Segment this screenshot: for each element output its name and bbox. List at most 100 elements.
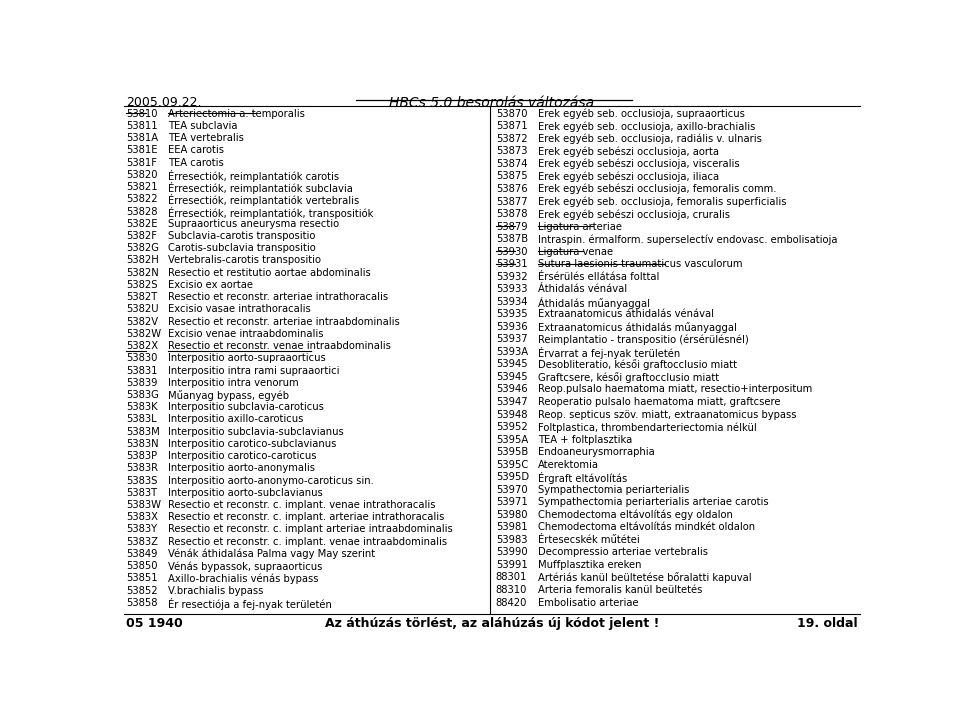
Text: Muffplasztika ereken: Muffplasztika ereken — [538, 560, 641, 570]
Text: Desobliteratio, késői graftocclusio miatt: Desobliteratio, késői graftocclusio miat… — [538, 359, 736, 371]
Text: Excisio ex aortae: Excisio ex aortae — [168, 280, 253, 290]
Text: Interpositio carotico-caroticus: Interpositio carotico-caroticus — [168, 451, 317, 461]
Text: Resectio et restitutio aortae abdominalis: Resectio et restitutio aortae abdominali… — [168, 268, 371, 278]
Text: Sympathectomia periarterialis arteriae carotis: Sympathectomia periarterialis arteriae c… — [538, 497, 768, 507]
Text: Subclavia-carotis transpositio: Subclavia-carotis transpositio — [168, 231, 316, 241]
Text: Endoaneurysmorraphia: Endoaneurysmorraphia — [538, 447, 655, 457]
Text: Érresectiók, reimplantatiók subclavia: Érresectiók, reimplantatiók subclavia — [168, 182, 353, 194]
Text: 53945: 53945 — [496, 359, 527, 369]
Text: Resectio et reconstr. c. implant. arteriae intrathoracalis: Resectio et reconstr. c. implant. arteri… — [168, 512, 444, 522]
Text: 53931: 53931 — [496, 259, 527, 269]
Text: 5387B: 5387B — [496, 234, 528, 244]
Text: 53932: 53932 — [496, 272, 527, 282]
Text: Erek egyéb seb. occlusioja, axillo-brachialis: Erek egyéb seb. occlusioja, axillo-brach… — [538, 121, 756, 132]
Text: 5382W: 5382W — [126, 329, 161, 339]
Text: 53810: 53810 — [126, 109, 157, 119]
Text: Reop.pulsalo haematoma miatt, resectio+interpositum: Reop.pulsalo haematoma miatt, resectio+i… — [538, 384, 812, 394]
Text: Foltplastica, thrombendarteriectomia nélkül: Foltplastica, thrombendarteriectomia nél… — [538, 422, 756, 433]
Text: 5383R: 5383R — [126, 463, 158, 473]
Text: 53947: 53947 — [496, 397, 527, 407]
Text: 53849: 53849 — [126, 549, 157, 559]
Text: 5382H: 5382H — [126, 256, 159, 266]
Text: Sympathectomia periarterialis: Sympathectomia periarterialis — [538, 485, 689, 495]
Text: Érresectiók, reimplantatiók, transpositiók: Érresectiók, reimplantatiók, transpositi… — [168, 206, 373, 218]
Text: Interpositio aorto-anonymalis: Interpositio aorto-anonymalis — [168, 463, 315, 473]
Text: Erek egyéb seb. occlusioja, supraaorticus: Erek egyéb seb. occlusioja, supraaorticu… — [538, 109, 745, 119]
Text: 53850: 53850 — [126, 561, 157, 571]
Text: Arteria femoralis kanül beültetés: Arteria femoralis kanül beültetés — [538, 585, 702, 595]
Text: 53852: 53852 — [126, 585, 157, 595]
Text: 53879: 53879 — [496, 221, 527, 231]
Text: Interpositio subclavia-caroticus: Interpositio subclavia-caroticus — [168, 402, 324, 412]
Text: 53851: 53851 — [126, 573, 157, 583]
Text: 53948: 53948 — [496, 410, 527, 420]
Text: EEA carotis: EEA carotis — [168, 146, 224, 156]
Text: Resectio et reconstr. arteriae intraabdominalis: Resectio et reconstr. arteriae intraabdo… — [168, 316, 399, 326]
Text: 5382X: 5382X — [126, 341, 158, 351]
Text: Graftcsere, késői graftocclusio miatt: Graftcsere, késői graftocclusio miatt — [538, 372, 719, 383]
Text: 53937: 53937 — [496, 334, 527, 344]
Text: 53873: 53873 — [496, 146, 527, 156]
Text: 53936: 53936 — [496, 322, 527, 332]
Text: 53935: 53935 — [496, 309, 527, 319]
Text: Vénás bypassok, supraaorticus: Vénás bypassok, supraaorticus — [168, 561, 323, 572]
Text: Interpositio intra rami supraaortici: Interpositio intra rami supraaortici — [168, 366, 340, 376]
Text: 5383L: 5383L — [126, 414, 156, 424]
Text: Értesecskék műtétei: Értesecskék műtétei — [538, 535, 639, 545]
Text: 19. oldal: 19. oldal — [797, 617, 858, 630]
Text: 5382T: 5382T — [126, 292, 157, 302]
Text: 05 1940: 05 1940 — [126, 617, 183, 630]
Text: Artériás kanül beültetése bőralatti kapuval: Artériás kanül beültetése bőralatti kapu… — [538, 573, 752, 583]
Text: 53934: 53934 — [496, 297, 527, 307]
Text: TEA + foltplasztika: TEA + foltplasztika — [538, 435, 632, 445]
Text: 5382N: 5382N — [126, 268, 159, 278]
Text: 5382F: 5382F — [126, 231, 157, 241]
Text: 5382U: 5382U — [126, 304, 158, 314]
Text: Intraspin. érmalform. superselectív endovasc. embolisatioja: Intraspin. érmalform. superselectív endo… — [538, 234, 837, 245]
Text: 5383P: 5383P — [126, 451, 157, 461]
Text: 5383Z: 5383Z — [126, 537, 158, 547]
Text: Áthidalás műanyaggal: Áthidalás műanyaggal — [538, 297, 650, 308]
Text: Interpositio carotico-subclavianus: Interpositio carotico-subclavianus — [168, 439, 336, 449]
Text: Chemodectoma eltávolítás egy oldalon: Chemodectoma eltávolítás egy oldalon — [538, 510, 732, 521]
Text: 5383S: 5383S — [126, 476, 157, 486]
Text: HBCs 5.0 besorolás változása: HBCs 5.0 besorolás változása — [390, 96, 594, 111]
Text: 53930: 53930 — [496, 246, 527, 256]
Text: 5381F: 5381F — [126, 158, 157, 168]
Text: 53981: 53981 — [496, 523, 527, 533]
Text: Arteriectomia a. temporalis: Arteriectomia a. temporalis — [168, 109, 305, 119]
Text: 53828: 53828 — [126, 206, 157, 216]
Text: 53945: 53945 — [496, 372, 527, 382]
Text: Aterektomia: Aterektomia — [538, 460, 599, 470]
Text: Ér resectiója a fej-nyak területén: Ér resectiója a fej-nyak területén — [168, 598, 332, 610]
Text: Resectio et reconstr. c. implant. venae intrathoracalis: Resectio et reconstr. c. implant. venae … — [168, 500, 436, 510]
Text: 5383K: 5383K — [126, 402, 157, 412]
Text: 88420: 88420 — [496, 598, 527, 608]
Text: 5383X: 5383X — [126, 512, 158, 522]
Text: Resectio et reconstr. c. implant arteriae intraabdominalis: Resectio et reconstr. c. implant arteria… — [168, 525, 453, 535]
Text: 53875: 53875 — [496, 171, 527, 181]
Text: Műanyag bypass, egyéb: Műanyag bypass, egyéb — [168, 390, 289, 401]
Text: Erek egyéb sebészi occlusioja, aorta: Erek egyéb sebészi occlusioja, aorta — [538, 146, 719, 157]
Text: Interpositio aorto-anonymo-caroticus sin.: Interpositio aorto-anonymo-caroticus sin… — [168, 476, 374, 486]
Text: 53878: 53878 — [496, 209, 527, 219]
Text: 53970: 53970 — [496, 485, 527, 495]
Text: Excisio vasae intrathoracalis: Excisio vasae intrathoracalis — [168, 304, 311, 314]
Text: 53983: 53983 — [496, 535, 527, 545]
Text: 5383W: 5383W — [126, 500, 161, 510]
Text: TEA vertebralis: TEA vertebralis — [168, 134, 244, 144]
Text: Supraaorticus aneurysma resectio: Supraaorticus aneurysma resectio — [168, 218, 339, 228]
Text: Áthidalás vénával: Áthidalás vénával — [538, 284, 627, 294]
Text: Erek egyéb seb. occlusioja, radiális v. ulnaris: Erek egyéb seb. occlusioja, radiális v. … — [538, 134, 761, 144]
Text: 53876: 53876 — [496, 184, 527, 194]
Text: Érresectiók, reimplantatiók vertebralis: Érresectiók, reimplantatiók vertebralis — [168, 194, 359, 206]
Text: Erek egyéb sebészi occlusioja, femoralis comm.: Erek egyéb sebészi occlusioja, femoralis… — [538, 184, 777, 194]
Text: Érvarrat a fej-nyak területén: Érvarrat a fej-nyak területén — [538, 347, 680, 359]
Text: 53822: 53822 — [126, 194, 157, 204]
Text: Extraanatomicus áthidalás vénával: Extraanatomicus áthidalás vénával — [538, 309, 713, 319]
Text: Excisio venae intraabdominalis: Excisio venae intraabdominalis — [168, 329, 324, 339]
Text: Vertebralis-carotis transpositio: Vertebralis-carotis transpositio — [168, 256, 321, 266]
Text: Resectio et reconstr. c. implant. venae intraabdominalis: Resectio et reconstr. c. implant. venae … — [168, 537, 447, 547]
Text: Reoperatio pulsalo haematoma miatt, graftcsere: Reoperatio pulsalo haematoma miatt, graf… — [538, 397, 780, 407]
Text: Axillo-brachialis vénás bypass: Axillo-brachialis vénás bypass — [168, 573, 319, 584]
